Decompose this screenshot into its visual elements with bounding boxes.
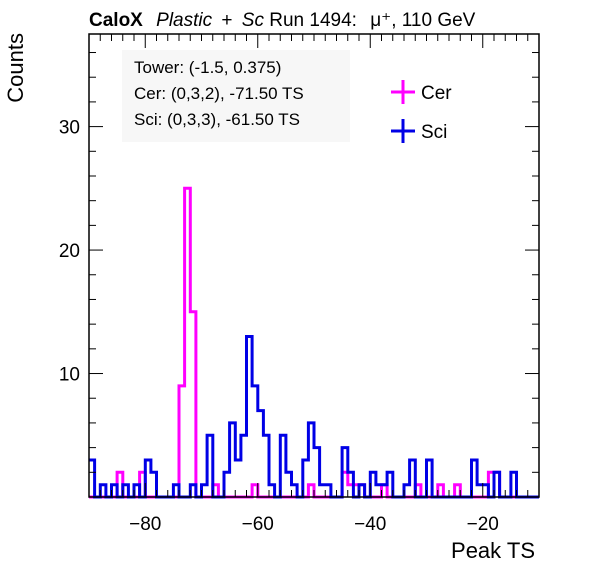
detector-italic-1: Plastic — [156, 10, 212, 31]
x-tick-label: −40 — [354, 514, 386, 535]
x-tick-label: −80 — [129, 514, 161, 535]
y-tick-label: 10 — [59, 365, 80, 386]
y-axis-title: Counts — [3, 33, 28, 103]
axis-layer: −80 −60 −40 −20 10 20 30 — [59, 34, 540, 535]
particle-energy-label: μ⁺, 110 GeV — [370, 10, 475, 31]
legend-entry-sci: Sci — [391, 119, 447, 143]
legend-label-sci: Sci — [421, 122, 447, 143]
header-title: CaloX Plastic + Sc Run 1494: μ⁺, 110 GeV — [89, 10, 476, 31]
x-axis-title: Peak TS — [451, 538, 535, 563]
run-label: Run 1494: — [269, 10, 357, 31]
plus-label: + — [221, 10, 232, 31]
y-tick-label: 30 — [59, 118, 80, 139]
brand-label: CaloX — [89, 10, 143, 31]
legend-label-cer: Cer — [421, 83, 452, 104]
legend: Cer Sci — [391, 80, 452, 143]
detector-italic-2: Sc — [242, 10, 265, 31]
series-line-cer — [89, 186, 539, 499]
info-box — [122, 50, 350, 142]
info-cer: Cer: (0,3,2), -71.50 TS — [134, 84, 304, 103]
x-tick-label: −20 — [467, 514, 499, 535]
info-sci: Sci: (0,3,3), -61.50 TS — [134, 110, 300, 129]
y-tick-label: 20 — [59, 241, 80, 262]
series-line-sci — [89, 335, 539, 499]
legend-entry-cer: Cer — [391, 80, 452, 104]
plot-frame — [88, 33, 540, 498]
series-layer — [89, 186, 539, 499]
x-tick-label: −60 — [242, 514, 274, 535]
info-tower: Tower: (-1.5, 0.375) — [134, 58, 281, 77]
